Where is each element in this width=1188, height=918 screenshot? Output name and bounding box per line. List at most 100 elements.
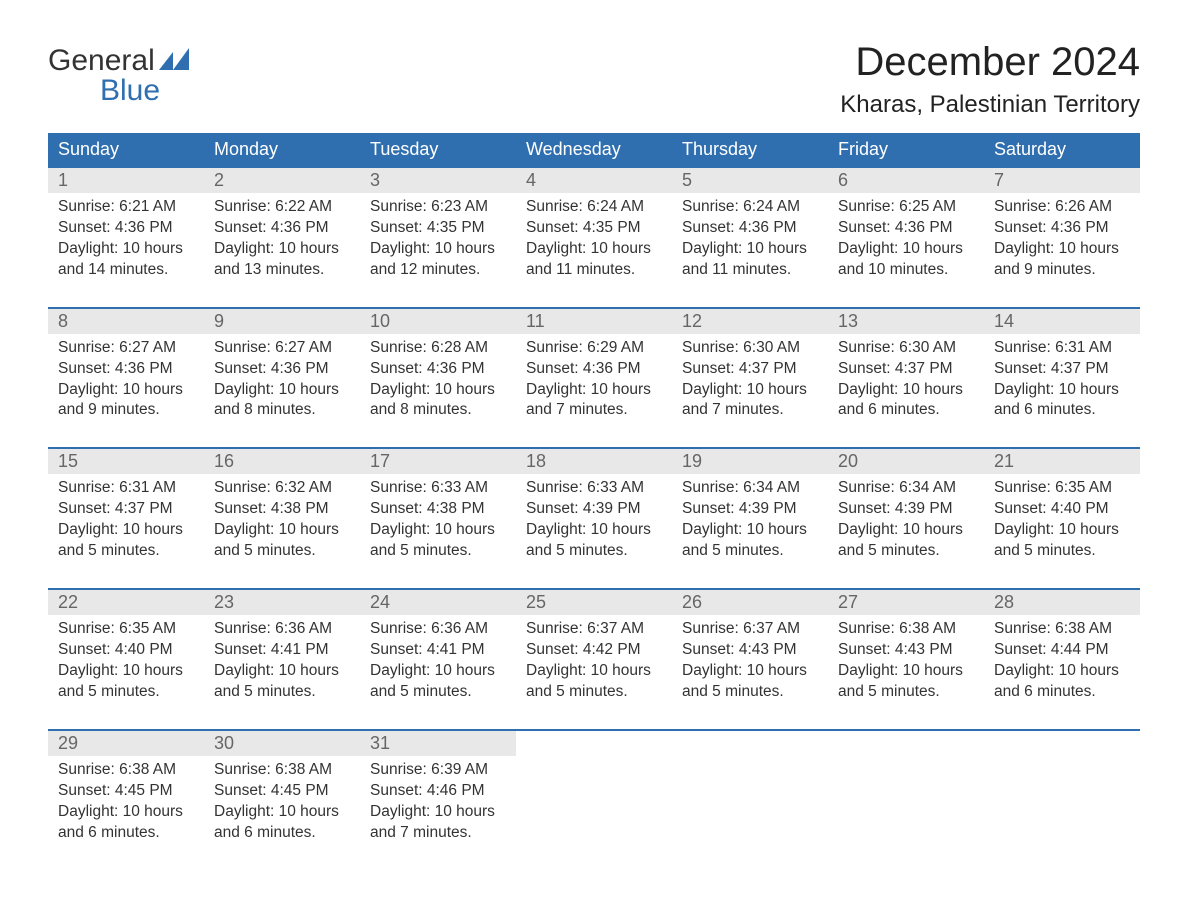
daylight-text: Daylight: 10 hours — [370, 661, 506, 682]
sunrise-text: Sunrise: 6:31 AM — [58, 478, 194, 499]
daylight-text: Daylight: 10 hours — [838, 520, 974, 541]
day-cell: Sunrise: 6:38 AMSunset: 4:45 PMDaylight:… — [204, 756, 360, 854]
daylight-text: Daylight: 10 hours — [58, 802, 194, 823]
sunrise-text: Sunrise: 6:39 AM — [370, 760, 506, 781]
daylight-text: Daylight: 10 hours — [370, 802, 506, 823]
sunrise-text: Sunrise: 6:38 AM — [58, 760, 194, 781]
week-row: 293031Sunrise: 6:38 AMSunset: 4:45 PMDay… — [48, 729, 1140, 854]
day-header: Tuesday — [360, 133, 516, 166]
day-number: 28 — [984, 590, 1140, 615]
sunrise-text: Sunrise: 6:37 AM — [682, 619, 818, 640]
day-number: 14 — [984, 309, 1140, 334]
day-number: 6 — [828, 168, 984, 193]
daylight-text: and 5 minutes. — [682, 541, 818, 562]
sunset-text: Sunset: 4:36 PM — [370, 359, 506, 380]
day-cell: Sunrise: 6:33 AMSunset: 4:39 PMDaylight:… — [516, 474, 672, 572]
day-header: Saturday — [984, 133, 1140, 166]
daylight-text: Daylight: 10 hours — [682, 661, 818, 682]
sunrise-text: Sunrise: 6:30 AM — [682, 338, 818, 359]
day-number: 24 — [360, 590, 516, 615]
sunset-text: Sunset: 4:36 PM — [526, 359, 662, 380]
day-number — [672, 731, 828, 756]
calendar: Sunday Monday Tuesday Wednesday Thursday… — [48, 133, 1140, 853]
day-number-row: 293031 — [48, 731, 1140, 756]
sunrise-text: Sunrise: 6:38 AM — [838, 619, 974, 640]
sunrise-text: Sunrise: 6:35 AM — [58, 619, 194, 640]
day-header: Thursday — [672, 133, 828, 166]
daylight-text: Daylight: 10 hours — [370, 380, 506, 401]
week-row: 1234567Sunrise: 6:21 AMSunset: 4:36 PMDa… — [48, 166, 1140, 291]
day-number: 21 — [984, 449, 1140, 474]
day-cell: Sunrise: 6:36 AMSunset: 4:41 PMDaylight:… — [360, 615, 516, 713]
daylight-text: and 5 minutes. — [526, 682, 662, 703]
sunrise-text: Sunrise: 6:36 AM — [370, 619, 506, 640]
day-number-row: 891011121314 — [48, 309, 1140, 334]
day-cell: Sunrise: 6:29 AMSunset: 4:36 PMDaylight:… — [516, 334, 672, 432]
day-header-row: Sunday Monday Tuesday Wednesday Thursday… — [48, 133, 1140, 166]
day-number: 8 — [48, 309, 204, 334]
sunset-text: Sunset: 4:40 PM — [58, 640, 194, 661]
daylight-text: and 6 minutes. — [838, 400, 974, 421]
sunset-text: Sunset: 4:36 PM — [994, 218, 1130, 239]
sunrise-text: Sunrise: 6:32 AM — [214, 478, 350, 499]
sunrise-text: Sunrise: 6:33 AM — [370, 478, 506, 499]
daylight-text: and 7 minutes. — [370, 823, 506, 844]
location-label: Kharas, Palestinian Territory — [840, 91, 1140, 119]
day-number: 20 — [828, 449, 984, 474]
sunset-text: Sunset: 4:37 PM — [58, 499, 194, 520]
sunrise-text: Sunrise: 6:33 AM — [526, 478, 662, 499]
sunset-text: Sunset: 4:43 PM — [682, 640, 818, 661]
daylight-text: and 5 minutes. — [370, 541, 506, 562]
sunset-text: Sunset: 4:39 PM — [838, 499, 974, 520]
day-cell: Sunrise: 6:27 AMSunset: 4:36 PMDaylight:… — [204, 334, 360, 432]
logo-text-1: General — [48, 46, 155, 76]
day-cell: Sunrise: 6:31 AMSunset: 4:37 PMDaylight:… — [48, 474, 204, 572]
daylight-text: Daylight: 10 hours — [682, 239, 818, 260]
day-number: 16 — [204, 449, 360, 474]
day-cell: Sunrise: 6:25 AMSunset: 4:36 PMDaylight:… — [828, 193, 984, 291]
sunset-text: Sunset: 4:37 PM — [994, 359, 1130, 380]
daylight-text: Daylight: 10 hours — [994, 661, 1130, 682]
daylight-text: and 11 minutes. — [526, 260, 662, 281]
sunrise-text: Sunrise: 6:37 AM — [526, 619, 662, 640]
sunset-text: Sunset: 4:44 PM — [994, 640, 1130, 661]
daylight-text: Daylight: 10 hours — [214, 802, 350, 823]
day-number — [516, 731, 672, 756]
daylight-text: Daylight: 10 hours — [526, 239, 662, 260]
day-number: 19 — [672, 449, 828, 474]
day-cell — [828, 756, 984, 854]
day-number: 27 — [828, 590, 984, 615]
day-cell: Sunrise: 6:28 AMSunset: 4:36 PMDaylight:… — [360, 334, 516, 432]
daylight-text: and 5 minutes. — [58, 682, 194, 703]
daylight-text: and 5 minutes. — [838, 682, 974, 703]
daylight-text: and 5 minutes. — [370, 682, 506, 703]
daylight-text: Daylight: 10 hours — [370, 520, 506, 541]
daylight-text: Daylight: 10 hours — [994, 239, 1130, 260]
sunset-text: Sunset: 4:39 PM — [526, 499, 662, 520]
week-row: 22232425262728Sunrise: 6:35 AMSunset: 4:… — [48, 588, 1140, 713]
day-number: 18 — [516, 449, 672, 474]
daylight-text: and 10 minutes. — [838, 260, 974, 281]
daylight-text: Daylight: 10 hours — [838, 661, 974, 682]
week-row: 891011121314Sunrise: 6:27 AMSunset: 4:36… — [48, 307, 1140, 432]
sunrise-text: Sunrise: 6:23 AM — [370, 197, 506, 218]
daylight-text: Daylight: 10 hours — [58, 239, 194, 260]
day-cell: Sunrise: 6:32 AMSunset: 4:38 PMDaylight:… — [204, 474, 360, 572]
day-number: 2 — [204, 168, 360, 193]
daylight-text: Daylight: 10 hours — [994, 520, 1130, 541]
sunrise-text: Sunrise: 6:27 AM — [58, 338, 194, 359]
sunrise-text: Sunrise: 6:38 AM — [994, 619, 1130, 640]
sunrise-text: Sunrise: 6:31 AM — [994, 338, 1130, 359]
day-cell: Sunrise: 6:30 AMSunset: 4:37 PMDaylight:… — [828, 334, 984, 432]
day-number-row: 1234567 — [48, 168, 1140, 193]
day-cell: Sunrise: 6:27 AMSunset: 4:36 PMDaylight:… — [48, 334, 204, 432]
sunrise-text: Sunrise: 6:24 AM — [526, 197, 662, 218]
daylight-text: and 13 minutes. — [214, 260, 350, 281]
day-number: 1 — [48, 168, 204, 193]
daylight-text: Daylight: 10 hours — [214, 239, 350, 260]
day-cell: Sunrise: 6:33 AMSunset: 4:38 PMDaylight:… — [360, 474, 516, 572]
day-cell — [672, 756, 828, 854]
sunset-text: Sunset: 4:38 PM — [214, 499, 350, 520]
daylight-text: and 5 minutes. — [214, 541, 350, 562]
daylight-text: and 6 minutes. — [58, 823, 194, 844]
